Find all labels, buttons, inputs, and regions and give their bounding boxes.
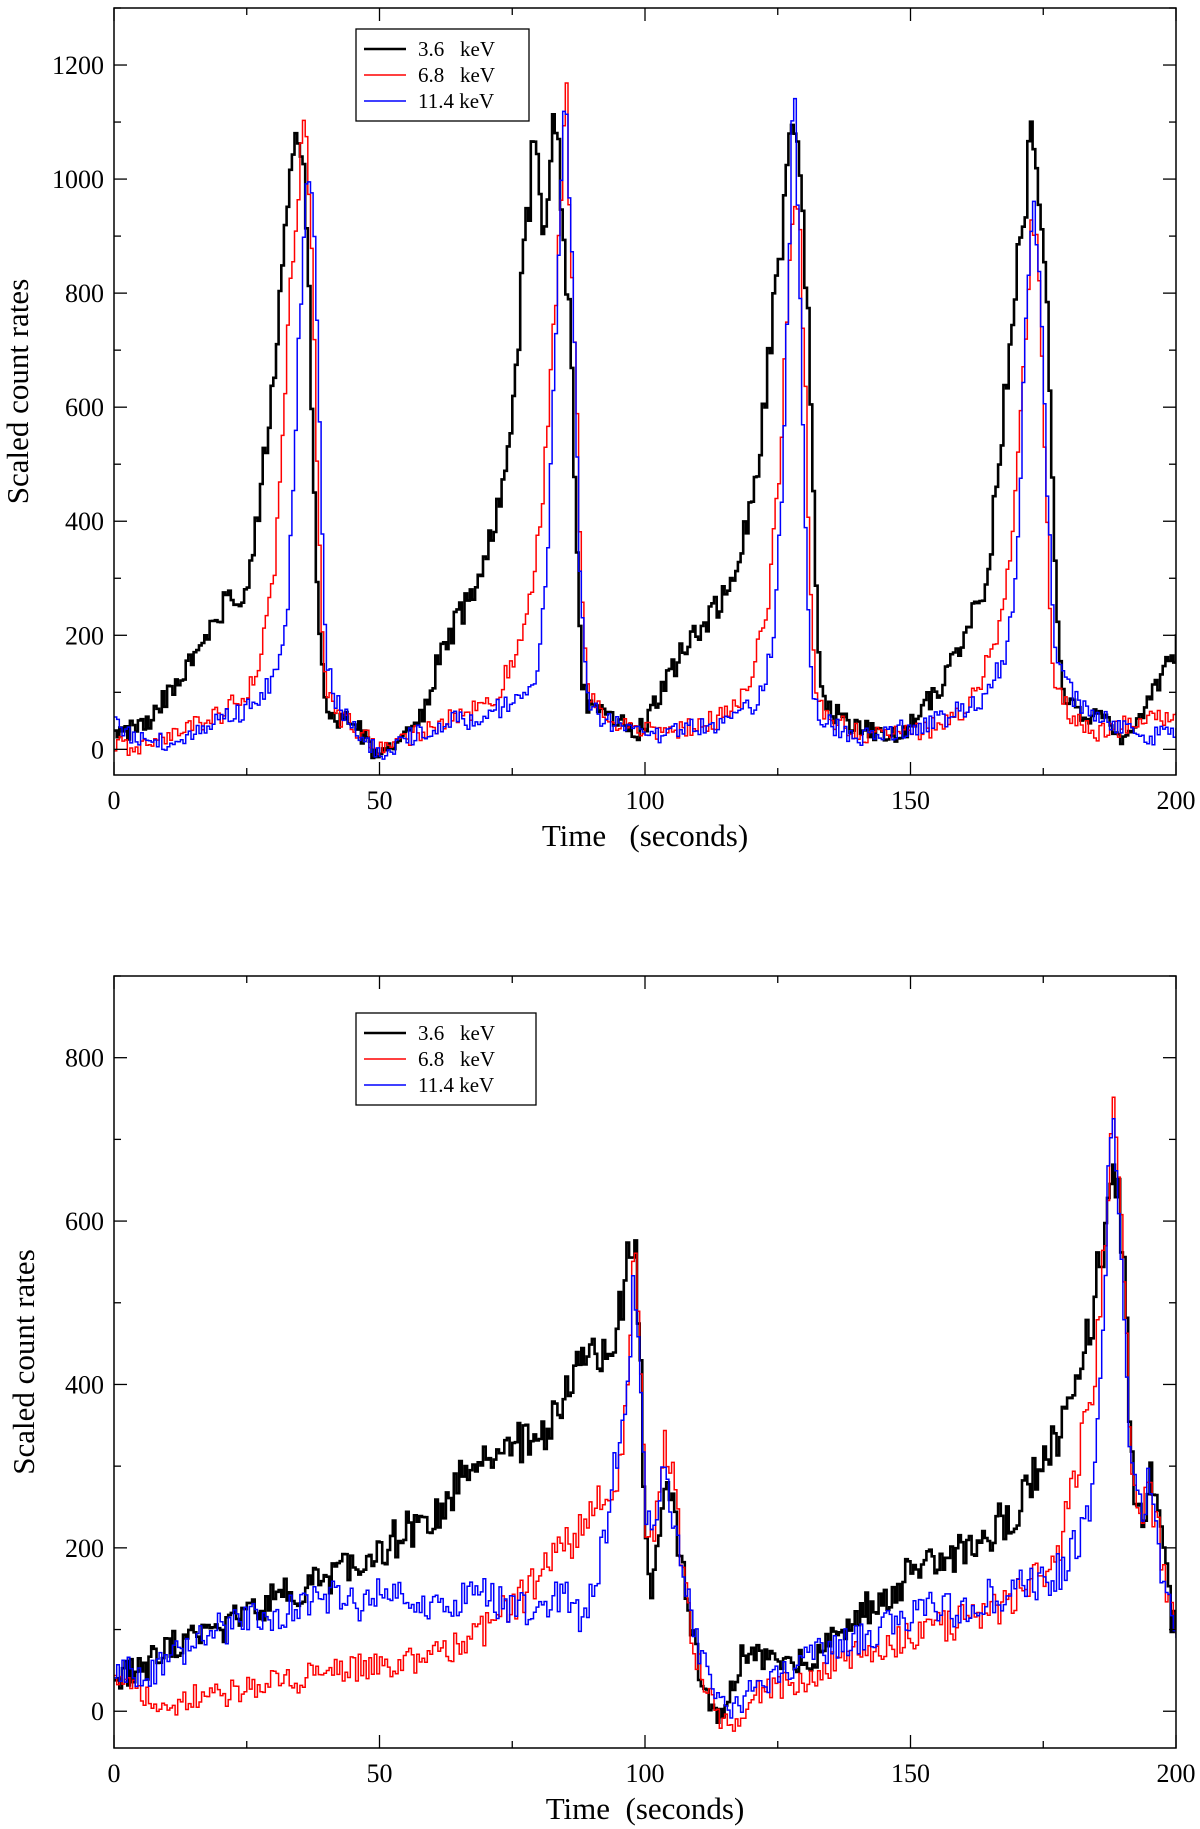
legend-label: 3.6 keV [418,1021,495,1045]
y-tick-label: 600 [65,1207,104,1236]
y-tick-label: 200 [65,1534,104,1563]
series-line-11-4-kev [114,1117,1176,1719]
legend-label: 6.8 keV [418,1047,495,1071]
bottom-panel: 0 50 100 150 200 0 200 400 600 800 Time (seconds) S… [6,975,1196,1826]
top-panel: 0 50 100 150 200 0 200 400 600 800 1000 1200 Time (s… [0,7,1196,853]
legend-label: 11.4 keV [418,1073,494,1097]
y-axis-title: Scaled count rates [0,279,35,505]
x-tick-label: 200 [1157,786,1196,815]
y-tick-label: 600 [65,393,104,422]
x-tick-label: 100 [626,1759,665,1788]
x-tick-label: 200 [1157,1759,1196,1788]
y-tick-label: 400 [65,507,104,536]
x-tick-label: 150 [891,1759,930,1788]
x-tick-label: 150 [891,786,930,815]
legend-label: 6.8 keV [418,63,495,87]
y-tick-label: 1000 [52,165,104,194]
series-group [114,1096,1176,1732]
plot-frame [113,975,1177,1749]
legend-label: 11.4 keV [418,89,494,113]
y-tick-label: 1200 [52,51,104,80]
y-axis-title: Scaled count rates [6,1249,41,1475]
y-tick-label: 0 [91,735,104,764]
x-tick-label: 50 [367,786,393,815]
series-line-11-4-kev [114,97,1176,760]
series-line-3-6-kev [114,113,1176,760]
y-tick-label: 800 [65,279,104,308]
x-tick-label: 0 [108,1759,121,1788]
legend-label: 3.6 keV [418,37,495,61]
series-group [114,82,1176,760]
series-line-3-6-kev [114,1163,1176,1724]
y-tick-label: 800 [65,1044,104,1073]
x-axis-title: Time (seconds) [546,1791,745,1826]
y-tick-label: 0 [91,1697,104,1726]
x-tick-label: 0 [108,786,121,815]
x-axis-title: Time (seconds) [542,818,748,853]
x-tick-label: 50 [367,1759,393,1788]
x-tick-label: 100 [626,786,665,815]
plot-frame [113,7,1177,776]
y-tick-label: 200 [65,621,104,650]
series-line-6-8-kev [114,1096,1176,1732]
series-line-6-8-kev [114,82,1176,757]
y-tick-label: 400 [65,1370,104,1399]
